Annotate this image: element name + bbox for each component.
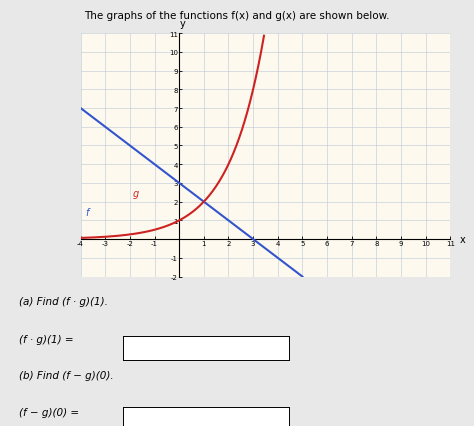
- Text: y: y: [180, 18, 186, 29]
- Text: The graphs of the functions f(x) and g(x) are shown below.: The graphs of the functions f(x) and g(x…: [84, 11, 390, 20]
- Text: g: g: [132, 189, 138, 199]
- Text: (b) Find (f − g)(0).: (b) Find (f − g)(0).: [19, 371, 114, 380]
- Text: (f · g)(1) =: (f · g)(1) =: [19, 334, 73, 344]
- Text: (a) Find (f · g)(1).: (a) Find (f · g)(1).: [19, 296, 108, 306]
- Text: (f − g)(0) =: (f − g)(0) =: [19, 407, 79, 417]
- Text: x: x: [460, 235, 466, 245]
- Text: f: f: [85, 207, 89, 217]
